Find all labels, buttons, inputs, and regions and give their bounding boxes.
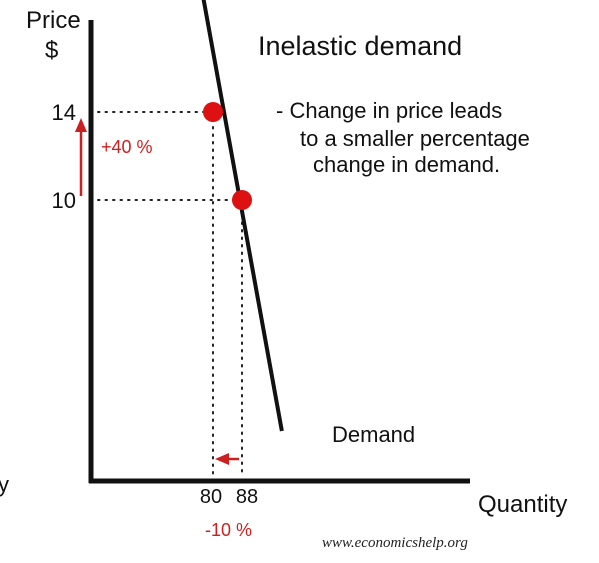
y-axis-label: Price: [26, 7, 81, 34]
price-change-label: +40 %: [101, 137, 153, 157]
x-tick-label-88: 88: [236, 486, 258, 508]
edge-fragment: y: [0, 472, 9, 497]
point-price-10: [232, 190, 252, 210]
annotation-line-2: to a smaller percentage: [300, 126, 530, 151]
demand-curve: [201, 0, 284, 432]
x-tick-label-80: 80: [200, 486, 222, 508]
watermark: www.economicshelp.org: [322, 535, 468, 551]
point-price-14: [203, 102, 223, 122]
price-change-arrow: [75, 118, 87, 196]
quantity-change-arrow: [215, 453, 239, 465]
quantity-change-label: -10 %: [205, 520, 252, 540]
y-tick-label-10: 10: [52, 188, 76, 213]
chart-title: Inelastic demand: [258, 31, 462, 61]
annotation-line-3: change in demand.: [313, 152, 500, 177]
y-axis-unit: $: [45, 37, 58, 64]
x-axis-label: Quantity: [478, 491, 567, 518]
y-tick-label-14: 14: [52, 100, 76, 125]
demand-series-label: Demand: [332, 422, 415, 447]
annotation-line-1: - Change in price leads: [276, 98, 502, 123]
